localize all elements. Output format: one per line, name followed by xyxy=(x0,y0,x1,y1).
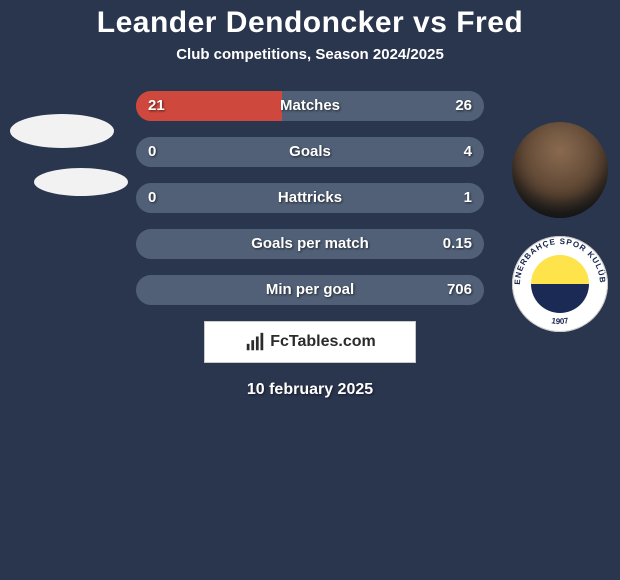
stat-row: 706Min per goal xyxy=(136,275,484,305)
stat-label: Matches xyxy=(136,91,484,121)
brand-footer[interactable]: FcTables.com xyxy=(204,321,416,363)
right-player-column: FENERBAHÇE SPOR KULÜBÜ 1907 xyxy=(512,122,608,332)
player-avatar xyxy=(512,122,608,218)
subtitle: Club competitions, Season 2024/2025 xyxy=(0,46,620,63)
stat-label: Goals per match xyxy=(136,229,484,259)
club-badge-year: 1907 xyxy=(551,316,570,326)
club-badge-placeholder xyxy=(34,168,128,196)
brand-text: FcTables.com xyxy=(270,333,376,351)
svg-text:1907: 1907 xyxy=(551,316,570,326)
club-badge: FENERBAHÇE SPOR KULÜBÜ 1907 xyxy=(512,236,608,332)
stat-row: 04Goals xyxy=(136,137,484,167)
stat-label: Min per goal xyxy=(136,275,484,305)
chart-icon xyxy=(244,331,266,353)
stats-comparison: 2126Matches 04Goals 01Hattricks 0.15Goals p… xyxy=(136,91,484,305)
stat-row: 2126Matches xyxy=(136,91,484,121)
stat-label: Hattricks xyxy=(136,183,484,213)
page-title: Leander Dendoncker vs Fred xyxy=(0,0,620,40)
stat-label: Goals xyxy=(136,137,484,167)
left-player-placeholder xyxy=(10,114,130,196)
snapshot-date: 10 february 2025 xyxy=(0,381,620,399)
player-photo-placeholder xyxy=(10,114,114,148)
club-badge-inner xyxy=(531,255,589,313)
stat-row: 0.15Goals per match xyxy=(136,229,484,259)
stat-row: 01Hattricks xyxy=(136,183,484,213)
